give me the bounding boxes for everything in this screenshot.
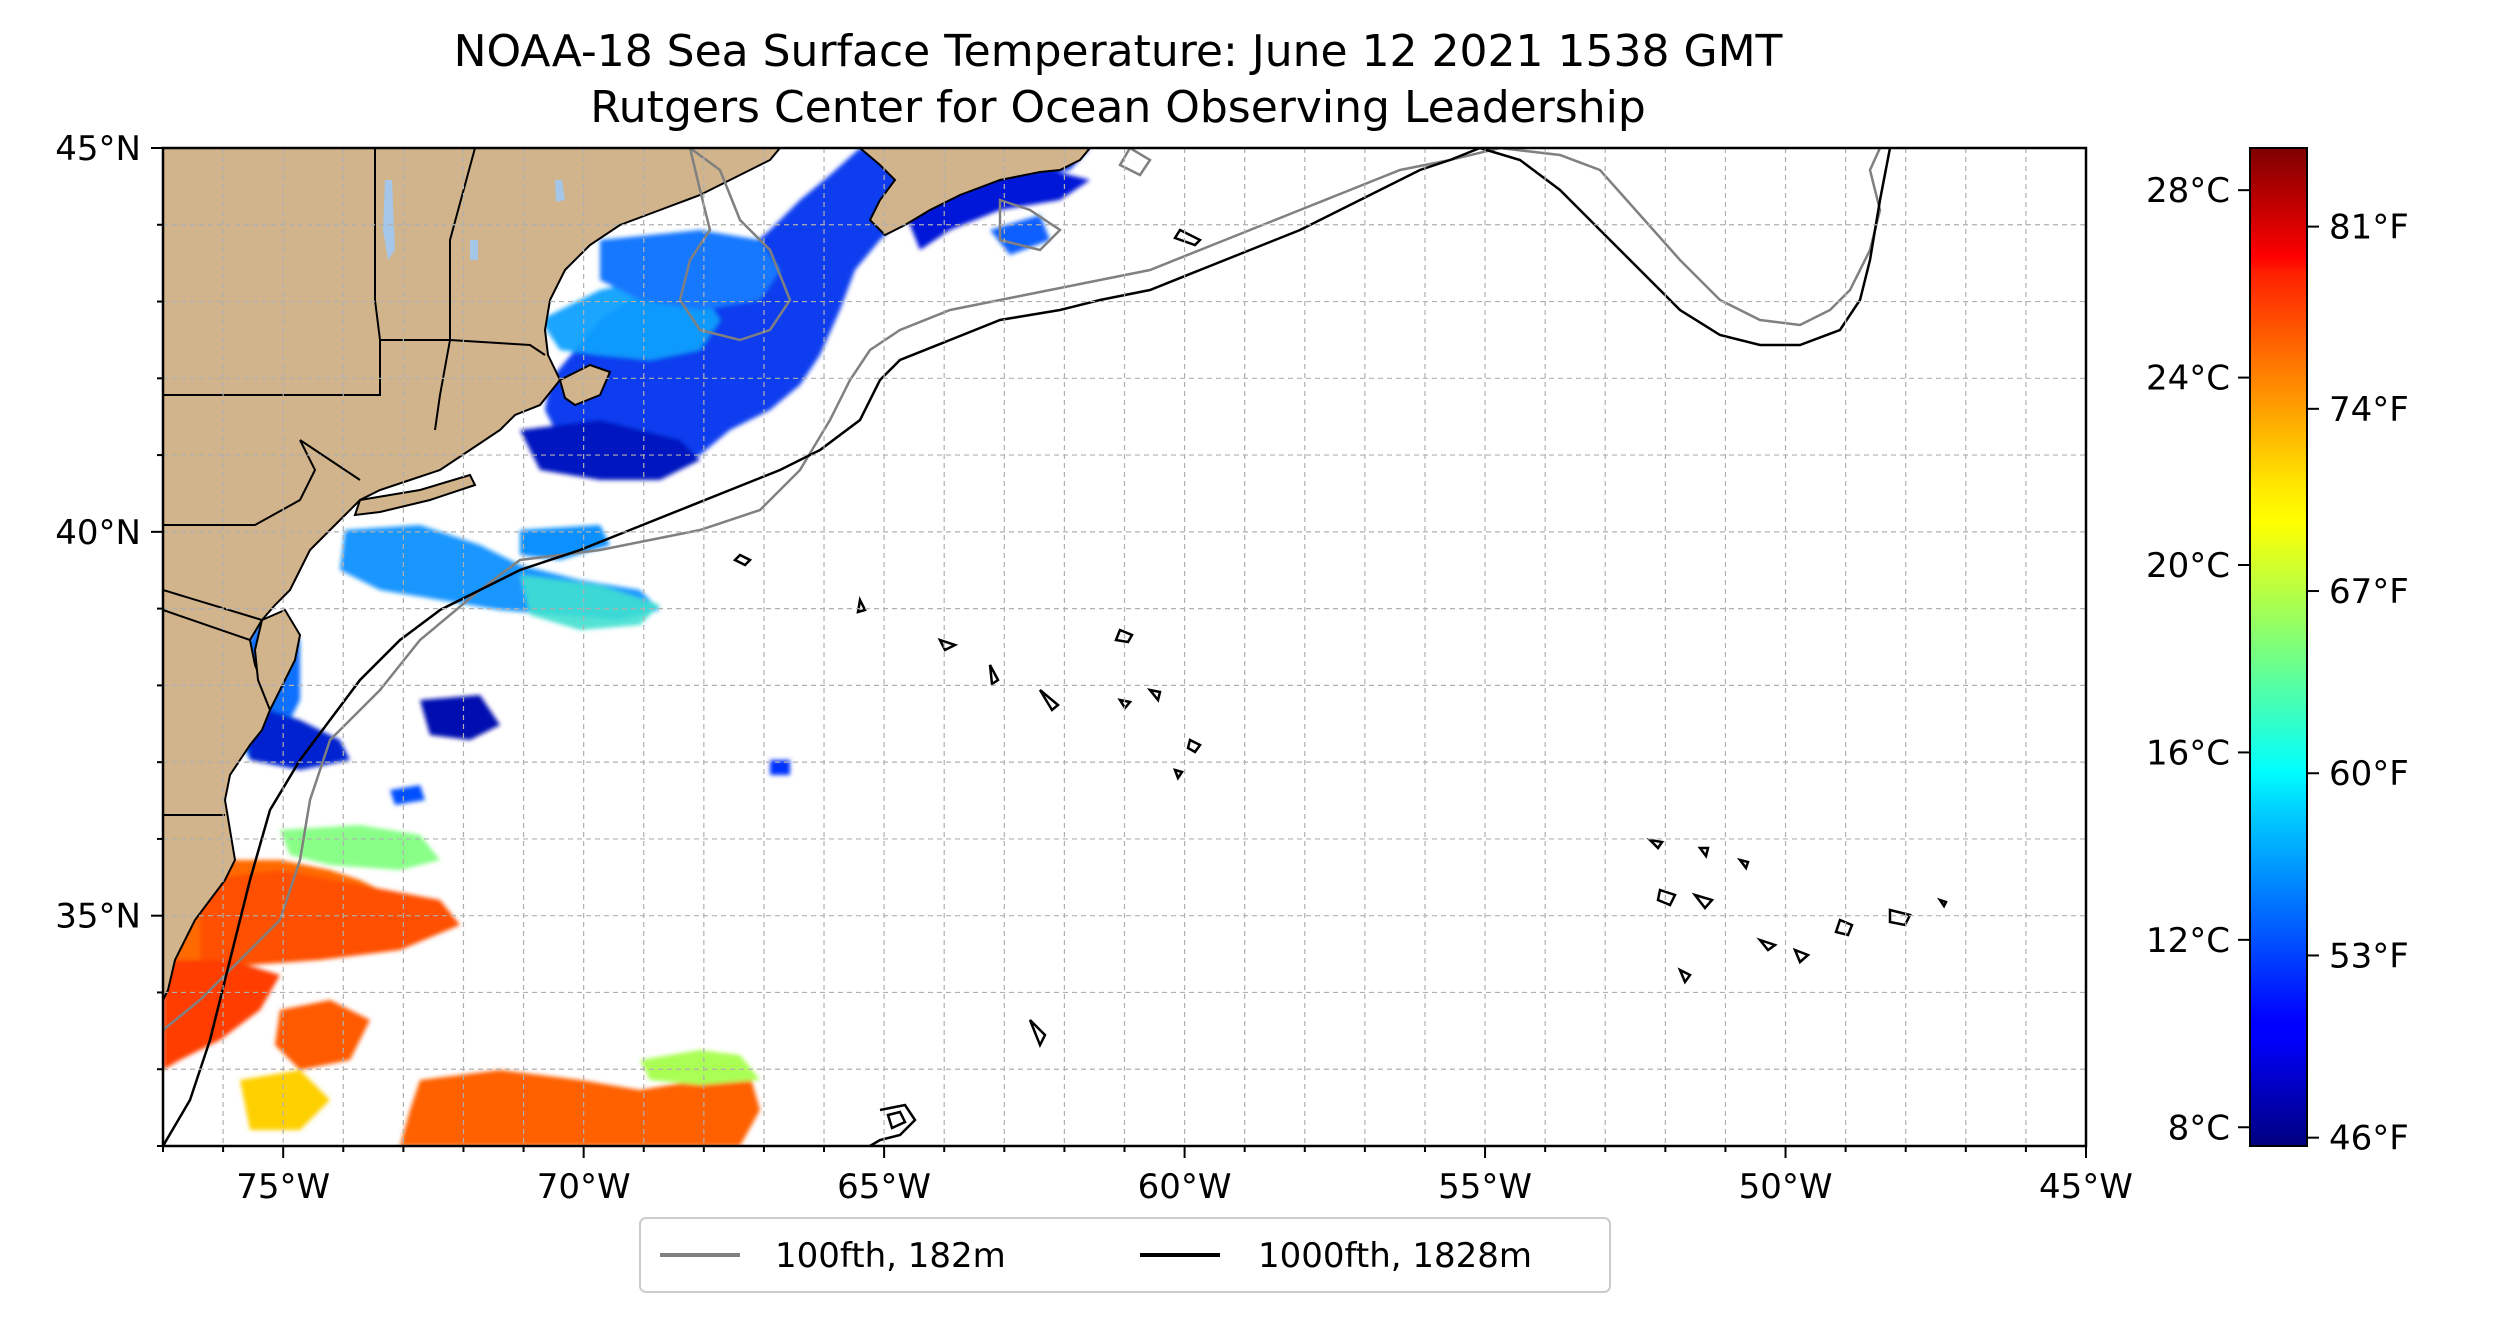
- sst-patches: [163, 148, 1090, 1146]
- y-axis: 45°N 40°N 35°N: [55, 129, 163, 1147]
- lake-champlain: [383, 180, 395, 260]
- colorbar-celsius-ticks: 28°C 24°C 20°C 16°C 12°C 8°C: [2146, 171, 2250, 1148]
- colorbar-fahrenheit-label: 81°F: [2329, 208, 2409, 248]
- colorbar-celsius-label: 20°C: [2146, 546, 2230, 586]
- sst-patch-south-warm-2: [400, 1070, 760, 1146]
- colorbar-celsius-label: 24°C: [2146, 359, 2230, 399]
- lake-winnipesaukee: [470, 240, 478, 260]
- colorbar-gradient: [2249, 147, 2308, 1147]
- y-tick-label: 45°N: [55, 129, 141, 169]
- gridlines: [163, 148, 2086, 1146]
- sst-patch-south-warm-1: [275, 1000, 370, 1070]
- x-tick-label: 75°W: [236, 1167, 330, 1207]
- lake-moosehead: [555, 180, 565, 202]
- land-north-america: [163, 148, 782, 1001]
- colorbar-celsius-label: 28°C: [2146, 171, 2230, 211]
- colorbar-celsius-label: 12°C: [2146, 921, 2230, 961]
- sst-patch-cape-hatteras-warm: [163, 960, 280, 1070]
- sst-patch-scotian-spots: [990, 215, 1050, 255]
- state-borders: [163, 148, 546, 816]
- colorbar-fahrenheit-label: 67°F: [2329, 572, 2409, 612]
- colorbar: 28°C 24°C 20°C 16°C 12°C 8°C 81°F 74°F 67°F 60°F…: [2146, 147, 2409, 1159]
- sst-patch-shelf-break: [520, 575, 660, 630]
- sst-patch-offshore-blue-2: [390, 785, 425, 805]
- sst-patch-nantucket: [520, 420, 700, 480]
- sst-patch-hatteras-blue: [770, 760, 790, 775]
- colorbar-fahrenheit-label: 46°F: [2329, 1119, 2409, 1159]
- colorbar-celsius-label: 16°C: [2146, 733, 2230, 773]
- sst-patch-georges-bank: [600, 230, 780, 310]
- land-long-island: [353, 473, 477, 517]
- sst-patch-green-fringe: [280, 825, 440, 870]
- y-tick-label: 35°N: [55, 897, 141, 937]
- map-title-line2: Rutgers Center for Ocean Observing Leade…: [590, 82, 1646, 133]
- y-tick-label: 40°N: [55, 513, 141, 553]
- sst-patch-south-yellow: [240, 1070, 330, 1130]
- legend-box: [639, 1217, 1611, 1293]
- colorbar-fahrenheit-ticks: 81°F 74°F 67°F 60°F 53°F 46°F: [2307, 208, 2409, 1159]
- colorbar-fahrenheit-label: 74°F: [2329, 390, 2409, 430]
- x-axis: 75°W 70°W 65°W 60°W 55°W 50°W 45°W: [162, 1146, 2133, 1207]
- x-tick-label: 50°W: [1739, 1167, 1833, 1207]
- sst-patch-gulf-of-maine: [545, 148, 1090, 475]
- isobath-1000fth: [163, 148, 1948, 1146]
- colorbar-fahrenheit-label: 53°F: [2329, 936, 2409, 976]
- map-panel: [163, 148, 2086, 1146]
- lakes: [383, 180, 565, 260]
- x-tick-label: 60°W: [1138, 1167, 1232, 1207]
- legend-label-1000fth: 1000fth, 1828m: [1258, 1236, 1532, 1276]
- legend-label-100fth: 100fth, 182m: [775, 1236, 1006, 1276]
- x-tick-label: 45°W: [2039, 1167, 2133, 1207]
- land-nova-scotia: [858, 148, 1092, 237]
- legend: 100fth, 182m 1000fth, 1828m: [639, 1217, 1611, 1293]
- sst-patch-offshore-cold: [420, 695, 500, 740]
- land-cape-cod: [558, 363, 612, 407]
- sst-patch-south-green: [640, 1050, 760, 1085]
- x-tick-label: 65°W: [837, 1167, 931, 1207]
- colorbar-fahrenheit-label: 60°F: [2329, 754, 2409, 794]
- x-tick-label: 55°W: [1438, 1167, 1532, 1207]
- colorbar-celsius-label: 8°C: [2168, 1108, 2230, 1148]
- sst-patch-gulf-stream-warm: [200, 870, 460, 965]
- x-tick-label: 70°W: [537, 1167, 631, 1207]
- map-title-line1: NOAA-18 Sea Surface Temperature: June 12…: [454, 26, 1783, 77]
